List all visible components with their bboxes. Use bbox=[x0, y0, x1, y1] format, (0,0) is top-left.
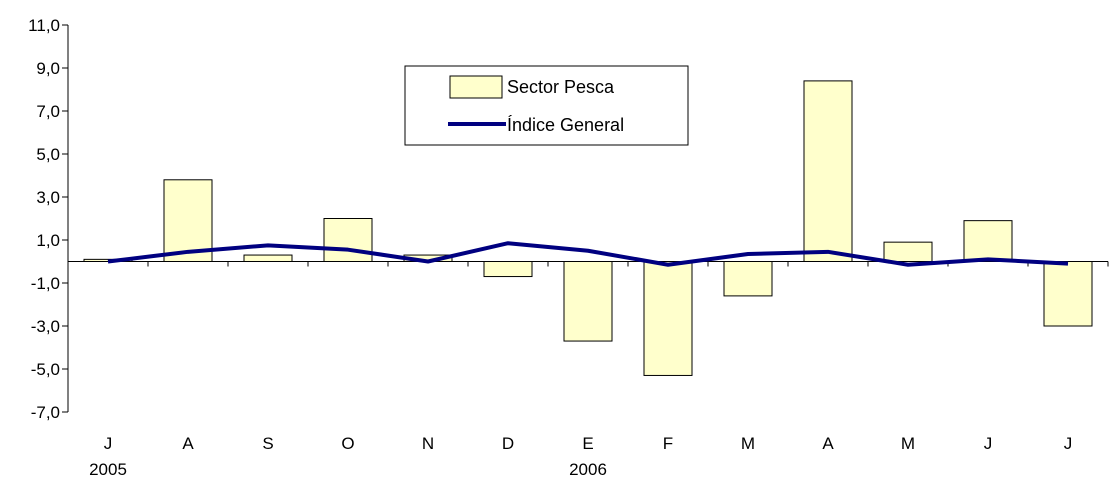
bar bbox=[243, 254, 293, 263]
y-tick-label: 7,0 bbox=[36, 102, 60, 121]
y-tick-label: 3,0 bbox=[36, 188, 60, 207]
x-tick-label: S bbox=[262, 434, 273, 453]
y-tick-label: 5,0 bbox=[36, 145, 60, 164]
y-tick-label: 9,0 bbox=[36, 59, 60, 78]
x-tick-label: J bbox=[1064, 434, 1073, 453]
y-axis-ticks: 11,0 9,0 7,0 5,0 3,0 1,0 -1,0 -3,0 -5,0 -7,0 bbox=[28, 16, 68, 422]
x-tick-label: N bbox=[422, 434, 434, 453]
legend-label-bar: Sector Pesca bbox=[507, 77, 615, 97]
year-label: 2006 bbox=[569, 460, 607, 479]
legend-label-line: Índice General bbox=[507, 115, 624, 135]
y-tick-label: -7,0 bbox=[31, 403, 60, 422]
bar bbox=[803, 80, 853, 263]
bar bbox=[323, 218, 373, 262]
x-tick-label: J bbox=[104, 434, 113, 453]
bar bbox=[643, 261, 693, 376]
x-tick-label: M bbox=[741, 434, 755, 453]
line-series bbox=[107, 241, 1069, 267]
legend: Sector Pesca Índice General bbox=[404, 65, 689, 146]
x-tick-label: J bbox=[984, 434, 993, 453]
x-tick-label: M bbox=[901, 434, 915, 453]
x-tick-label: F bbox=[663, 434, 673, 453]
x-tick-label: A bbox=[822, 434, 834, 453]
y-tick-label: -3,0 bbox=[31, 317, 60, 336]
x-tick-label: E bbox=[582, 434, 593, 453]
y-tick-label: 11,0 bbox=[28, 16, 60, 35]
x-tick-label: O bbox=[341, 434, 354, 453]
y-tick-label: -1,0 bbox=[31, 274, 60, 293]
bar bbox=[723, 261, 773, 297]
x-tick-label: D bbox=[502, 434, 514, 453]
series-line bbox=[107, 241, 1069, 267]
bar bbox=[963, 220, 1013, 262]
bar-series bbox=[83, 80, 1093, 376]
bar bbox=[483, 261, 533, 278]
year-label: 2005 bbox=[89, 460, 127, 479]
bar bbox=[163, 179, 213, 262]
bar bbox=[1043, 261, 1093, 327]
y-tick-label: -5,0 bbox=[31, 360, 60, 379]
bar bbox=[883, 241, 933, 262]
legend-swatch-bar bbox=[449, 75, 503, 99]
bar bbox=[563, 261, 613, 342]
x-axis-labels: J A S O N D E F M A M J J 2005 2006 bbox=[89, 434, 1072, 479]
x-tick-label: A bbox=[182, 434, 194, 453]
y-tick-label: 1,0 bbox=[36, 231, 60, 250]
